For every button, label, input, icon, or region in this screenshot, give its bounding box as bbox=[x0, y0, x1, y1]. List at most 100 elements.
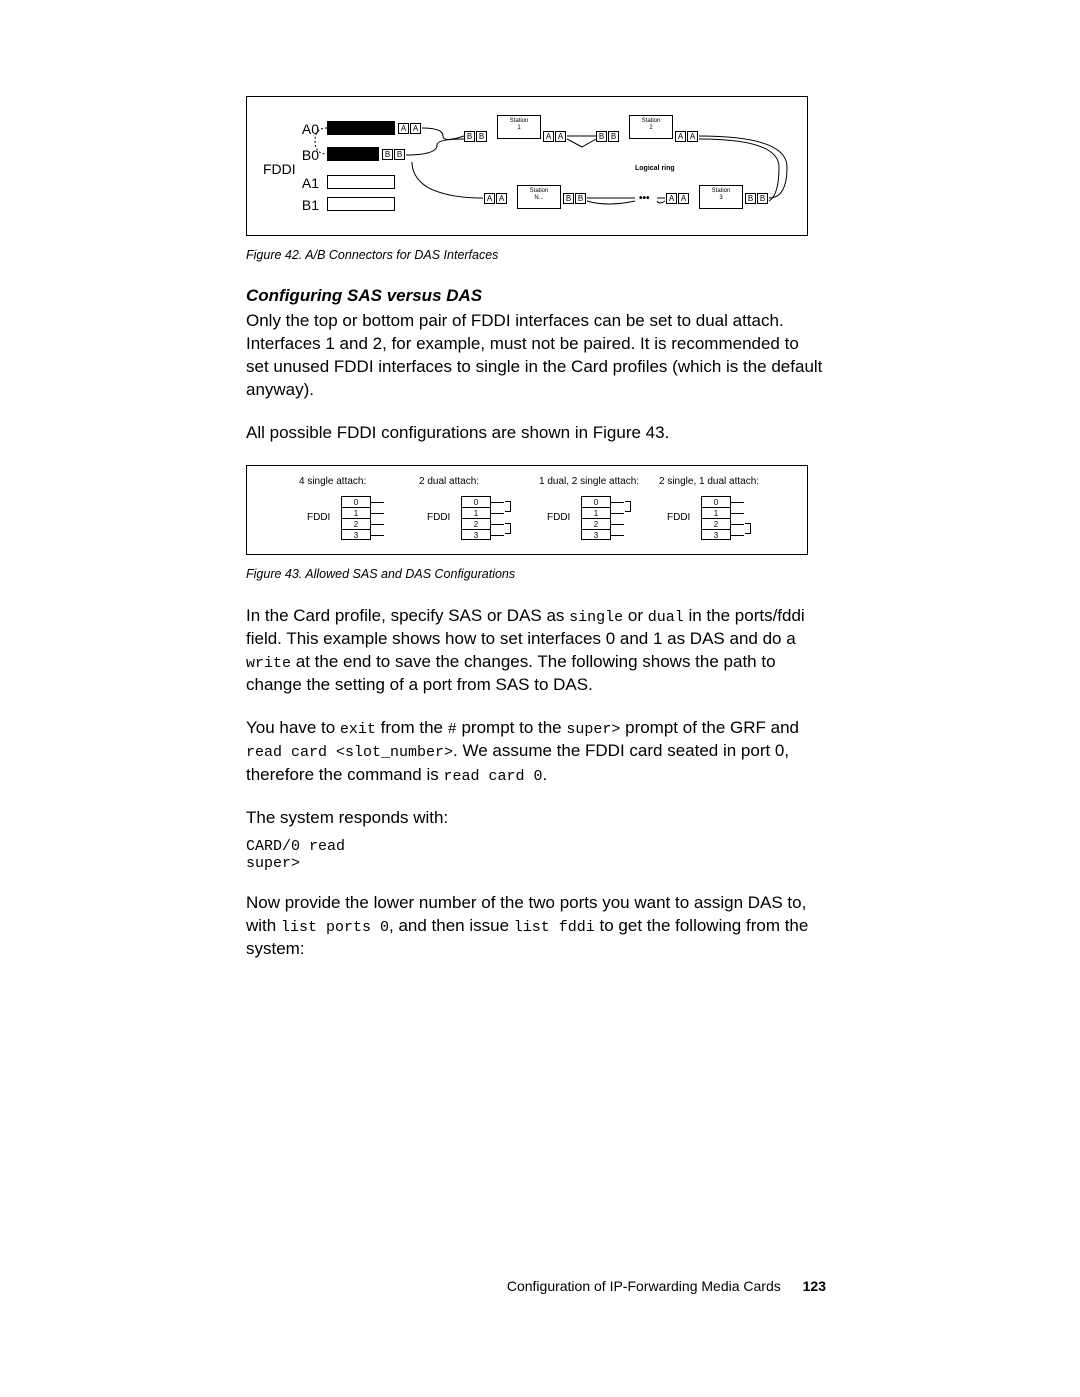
wire-icon bbox=[610, 502, 624, 503]
config-row: 0 bbox=[582, 497, 610, 508]
text: or bbox=[623, 606, 648, 625]
wire-icon bbox=[490, 535, 504, 536]
code-single: single bbox=[569, 609, 623, 626]
station-n: StationN... bbox=[517, 185, 561, 209]
port-label-a0: A0 bbox=[291, 121, 319, 137]
code-exit: exit bbox=[340, 721, 376, 738]
wire-icon bbox=[730, 524, 744, 525]
mini-b: B bbox=[382, 149, 393, 160]
config-row: 3 bbox=[582, 530, 610, 541]
wire-icon bbox=[610, 535, 624, 536]
para-5: The system responds with: bbox=[246, 807, 826, 830]
text: In the Card profile, specify SAS or DAS … bbox=[246, 606, 569, 625]
wire-icon bbox=[730, 502, 744, 503]
port-rect-a1 bbox=[327, 175, 395, 189]
para-6: Now provide the lower number of the two … bbox=[246, 892, 826, 961]
config-row: 0 bbox=[462, 497, 490, 508]
mini-b: B bbox=[476, 131, 487, 142]
config-box: 0123 bbox=[461, 496, 491, 540]
mini-b: B bbox=[596, 131, 607, 142]
figure-43: 4 single attach:FDDI01232 dual attach:FD… bbox=[246, 465, 808, 555]
code-listfddi: list fddi bbox=[514, 919, 595, 936]
mini-a: A bbox=[555, 131, 566, 142]
port-rect-b1 bbox=[327, 197, 395, 211]
bracket-icon bbox=[505, 501, 511, 512]
wire-icon bbox=[370, 502, 384, 503]
wire-icon bbox=[370, 524, 384, 525]
wire-icon bbox=[490, 513, 504, 514]
mini-a: A bbox=[543, 131, 554, 142]
mini-b: B bbox=[575, 193, 586, 204]
mini-a: A bbox=[678, 193, 689, 204]
footer-text: Configuration of IP-Forwarding Media Car… bbox=[507, 1278, 781, 1294]
code-block-1: CARD/0 read super> bbox=[246, 838, 826, 872]
station-3: Station3 bbox=[699, 185, 743, 209]
config-row: 3 bbox=[342, 530, 370, 541]
config-row: 1 bbox=[462, 508, 490, 519]
config-label: 1 dual, 2 single attach: bbox=[539, 476, 639, 487]
mini-b: B bbox=[563, 193, 574, 204]
mini-a: A bbox=[410, 123, 421, 134]
text: prompt to the bbox=[457, 718, 567, 737]
config-row: 2 bbox=[582, 519, 610, 530]
config-label: 2 dual attach: bbox=[419, 476, 479, 487]
mini-a: A bbox=[484, 193, 495, 204]
port-rect-b0 bbox=[327, 147, 379, 161]
para-1: Only the top or bottom pair of FDDI inte… bbox=[246, 310, 826, 402]
config-row: 2 bbox=[702, 519, 730, 530]
mini-a: A bbox=[398, 123, 409, 134]
figure-42-caption: Figure 42. A/B Connectors for DAS Interf… bbox=[246, 248, 826, 262]
station-1: Station1 bbox=[497, 115, 541, 139]
wire-icon bbox=[490, 524, 504, 525]
para-2: All possible FDDI configurations are sho… bbox=[246, 422, 826, 445]
port-label-b0: B0 bbox=[291, 147, 319, 163]
page-number: 123 bbox=[803, 1278, 826, 1294]
config-row: 1 bbox=[342, 508, 370, 519]
wire-icon bbox=[730, 535, 744, 536]
page-content: FDDI A0 B0 A1 B1 A A B B Station1 B B A … bbox=[246, 96, 826, 981]
config-fddi-label: FDDI bbox=[667, 512, 690, 523]
config-box: 0123 bbox=[701, 496, 731, 540]
code-readcard: read card <slot_number> bbox=[246, 744, 453, 761]
logical-ring-label: Logical ring bbox=[635, 165, 675, 172]
figure-43-caption: Figure 43. Allowed SAS and DAS Configura… bbox=[246, 567, 826, 581]
bracket-icon bbox=[625, 501, 631, 512]
mini-b: B bbox=[608, 131, 619, 142]
config-row: 2 bbox=[462, 519, 490, 530]
code-listports: list ports 0 bbox=[281, 919, 389, 936]
config-row: 2 bbox=[342, 519, 370, 530]
wire-icon bbox=[730, 513, 744, 514]
mini-b: B bbox=[757, 193, 768, 204]
code-write: write bbox=[246, 655, 291, 672]
mini-a: A bbox=[666, 193, 677, 204]
wire-icon bbox=[610, 524, 624, 525]
config-box: 0123 bbox=[341, 496, 371, 540]
config-fddi-label: FDDI bbox=[307, 512, 330, 523]
bracket-icon bbox=[745, 523, 751, 534]
config-row: 1 bbox=[582, 508, 610, 519]
code-hash: # bbox=[448, 721, 457, 738]
station-2: Station2 bbox=[629, 115, 673, 139]
code-readcard0: read card 0 bbox=[443, 768, 542, 785]
config-row: 3 bbox=[462, 530, 490, 541]
port-label-b1: B1 bbox=[291, 197, 319, 213]
config-label: 4 single attach: bbox=[299, 476, 366, 487]
mini-a: A bbox=[675, 131, 686, 142]
text: at the end to save the changes. The foll… bbox=[246, 652, 776, 694]
wire-icon bbox=[370, 535, 384, 536]
config-row: 0 bbox=[342, 497, 370, 508]
bracket-icon bbox=[505, 523, 511, 534]
text: , and then issue bbox=[389, 916, 514, 935]
port-label-a1: A1 bbox=[291, 175, 319, 191]
wire-icon bbox=[610, 513, 624, 514]
dots-icon: ••• bbox=[639, 193, 650, 204]
text: from the bbox=[376, 718, 448, 737]
config-row: 1 bbox=[702, 508, 730, 519]
config-row: 3 bbox=[702, 530, 730, 541]
mini-a: A bbox=[496, 193, 507, 204]
figure-42: FDDI A0 B0 A1 B1 A A B B Station1 B B A … bbox=[246, 96, 808, 236]
mini-b: B bbox=[745, 193, 756, 204]
wire-icon bbox=[370, 513, 384, 514]
code-dual: dual bbox=[648, 609, 684, 626]
config-box: 0123 bbox=[581, 496, 611, 540]
